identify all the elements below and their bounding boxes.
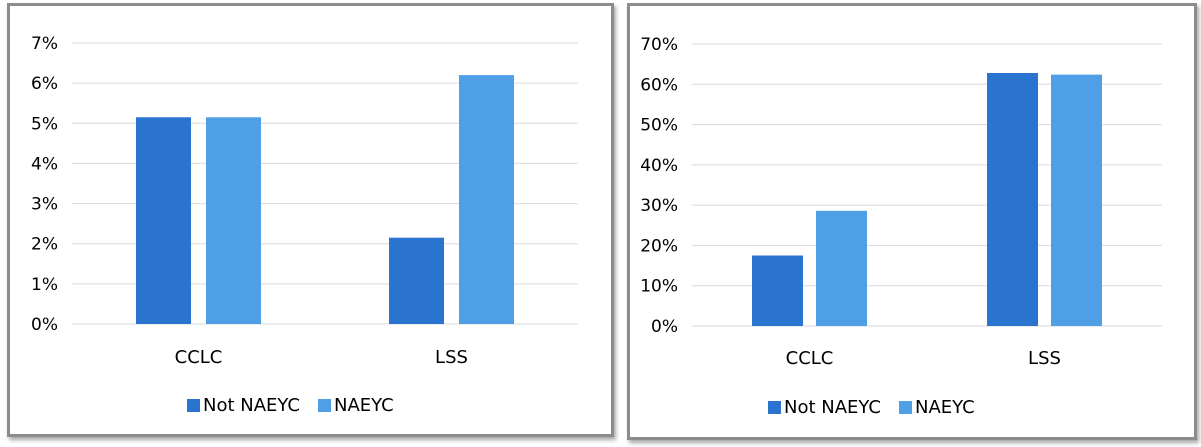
legend-label: NAEYC <box>334 395 394 416</box>
y-tick-label: 2% <box>31 235 58 255</box>
legend-label: NAEYC <box>915 397 975 418</box>
legend-label: Not NAEYC <box>784 397 881 418</box>
y-tick-label: 70% <box>640 35 678 55</box>
chart-left: 0% 1% 2% 3% 4% 5% 6% 7% CCLC LSS Not NAEYC NAEYC <box>31 34 578 416</box>
legend-swatch <box>187 399 200 412</box>
bar-not-naeyc-cclc <box>136 117 191 324</box>
y-tick-label: 60% <box>640 75 678 95</box>
bar-not-naeyc-lss <box>389 237 444 324</box>
y-tick-label: 30% <box>640 196 678 216</box>
y-tick-label: 50% <box>640 116 678 136</box>
y-tick-label: 0% <box>651 317 678 337</box>
bar-not-naeyc-cclc <box>752 255 803 326</box>
chart-right: 0% 10% 20% 30% 40% 50% 60% 70% CCLC LSS Not NAEYC N… <box>640 35 1162 418</box>
y-tick-label: 40% <box>640 156 678 176</box>
y-tick-label: 1% <box>31 275 58 295</box>
x-category-label: CCLC <box>175 347 223 368</box>
bar-naeyc-lss <box>1051 74 1102 326</box>
y-tick-label: 4% <box>31 154 58 174</box>
y-tick-label: 0% <box>31 315 58 335</box>
y-tick-label: 10% <box>640 277 678 297</box>
y-tick-label: 20% <box>640 236 678 256</box>
x-category-label: CCLC <box>786 348 834 369</box>
y-tick-label: 6% <box>31 74 58 94</box>
bar-not-naeyc-lss <box>987 73 1038 327</box>
chart-panel-left: 0% 1% 2% 3% 4% 5% 6% 7% CCLC LSS Not NAEYC NAEYC <box>7 3 614 437</box>
bar-naeyc-lss <box>459 75 514 324</box>
legend-swatch <box>768 401 781 414</box>
chart-panel-right: 0% 10% 20% 30% 40% 50% 60% 70% CCLC LSS Not NAEYC N… <box>627 3 1197 440</box>
x-category-label: LSS <box>435 347 468 368</box>
legend-swatch <box>899 401 912 414</box>
bar-naeyc-cclc <box>206 117 261 324</box>
legend-swatch <box>318 399 331 412</box>
legend-label: Not NAEYC <box>203 395 300 416</box>
x-category-label: LSS <box>1028 348 1061 369</box>
y-tick-label: 5% <box>31 114 58 134</box>
bar-naeyc-cclc <box>816 210 867 326</box>
y-tick-label: 3% <box>31 195 58 215</box>
y-tick-label: 7% <box>31 34 58 54</box>
